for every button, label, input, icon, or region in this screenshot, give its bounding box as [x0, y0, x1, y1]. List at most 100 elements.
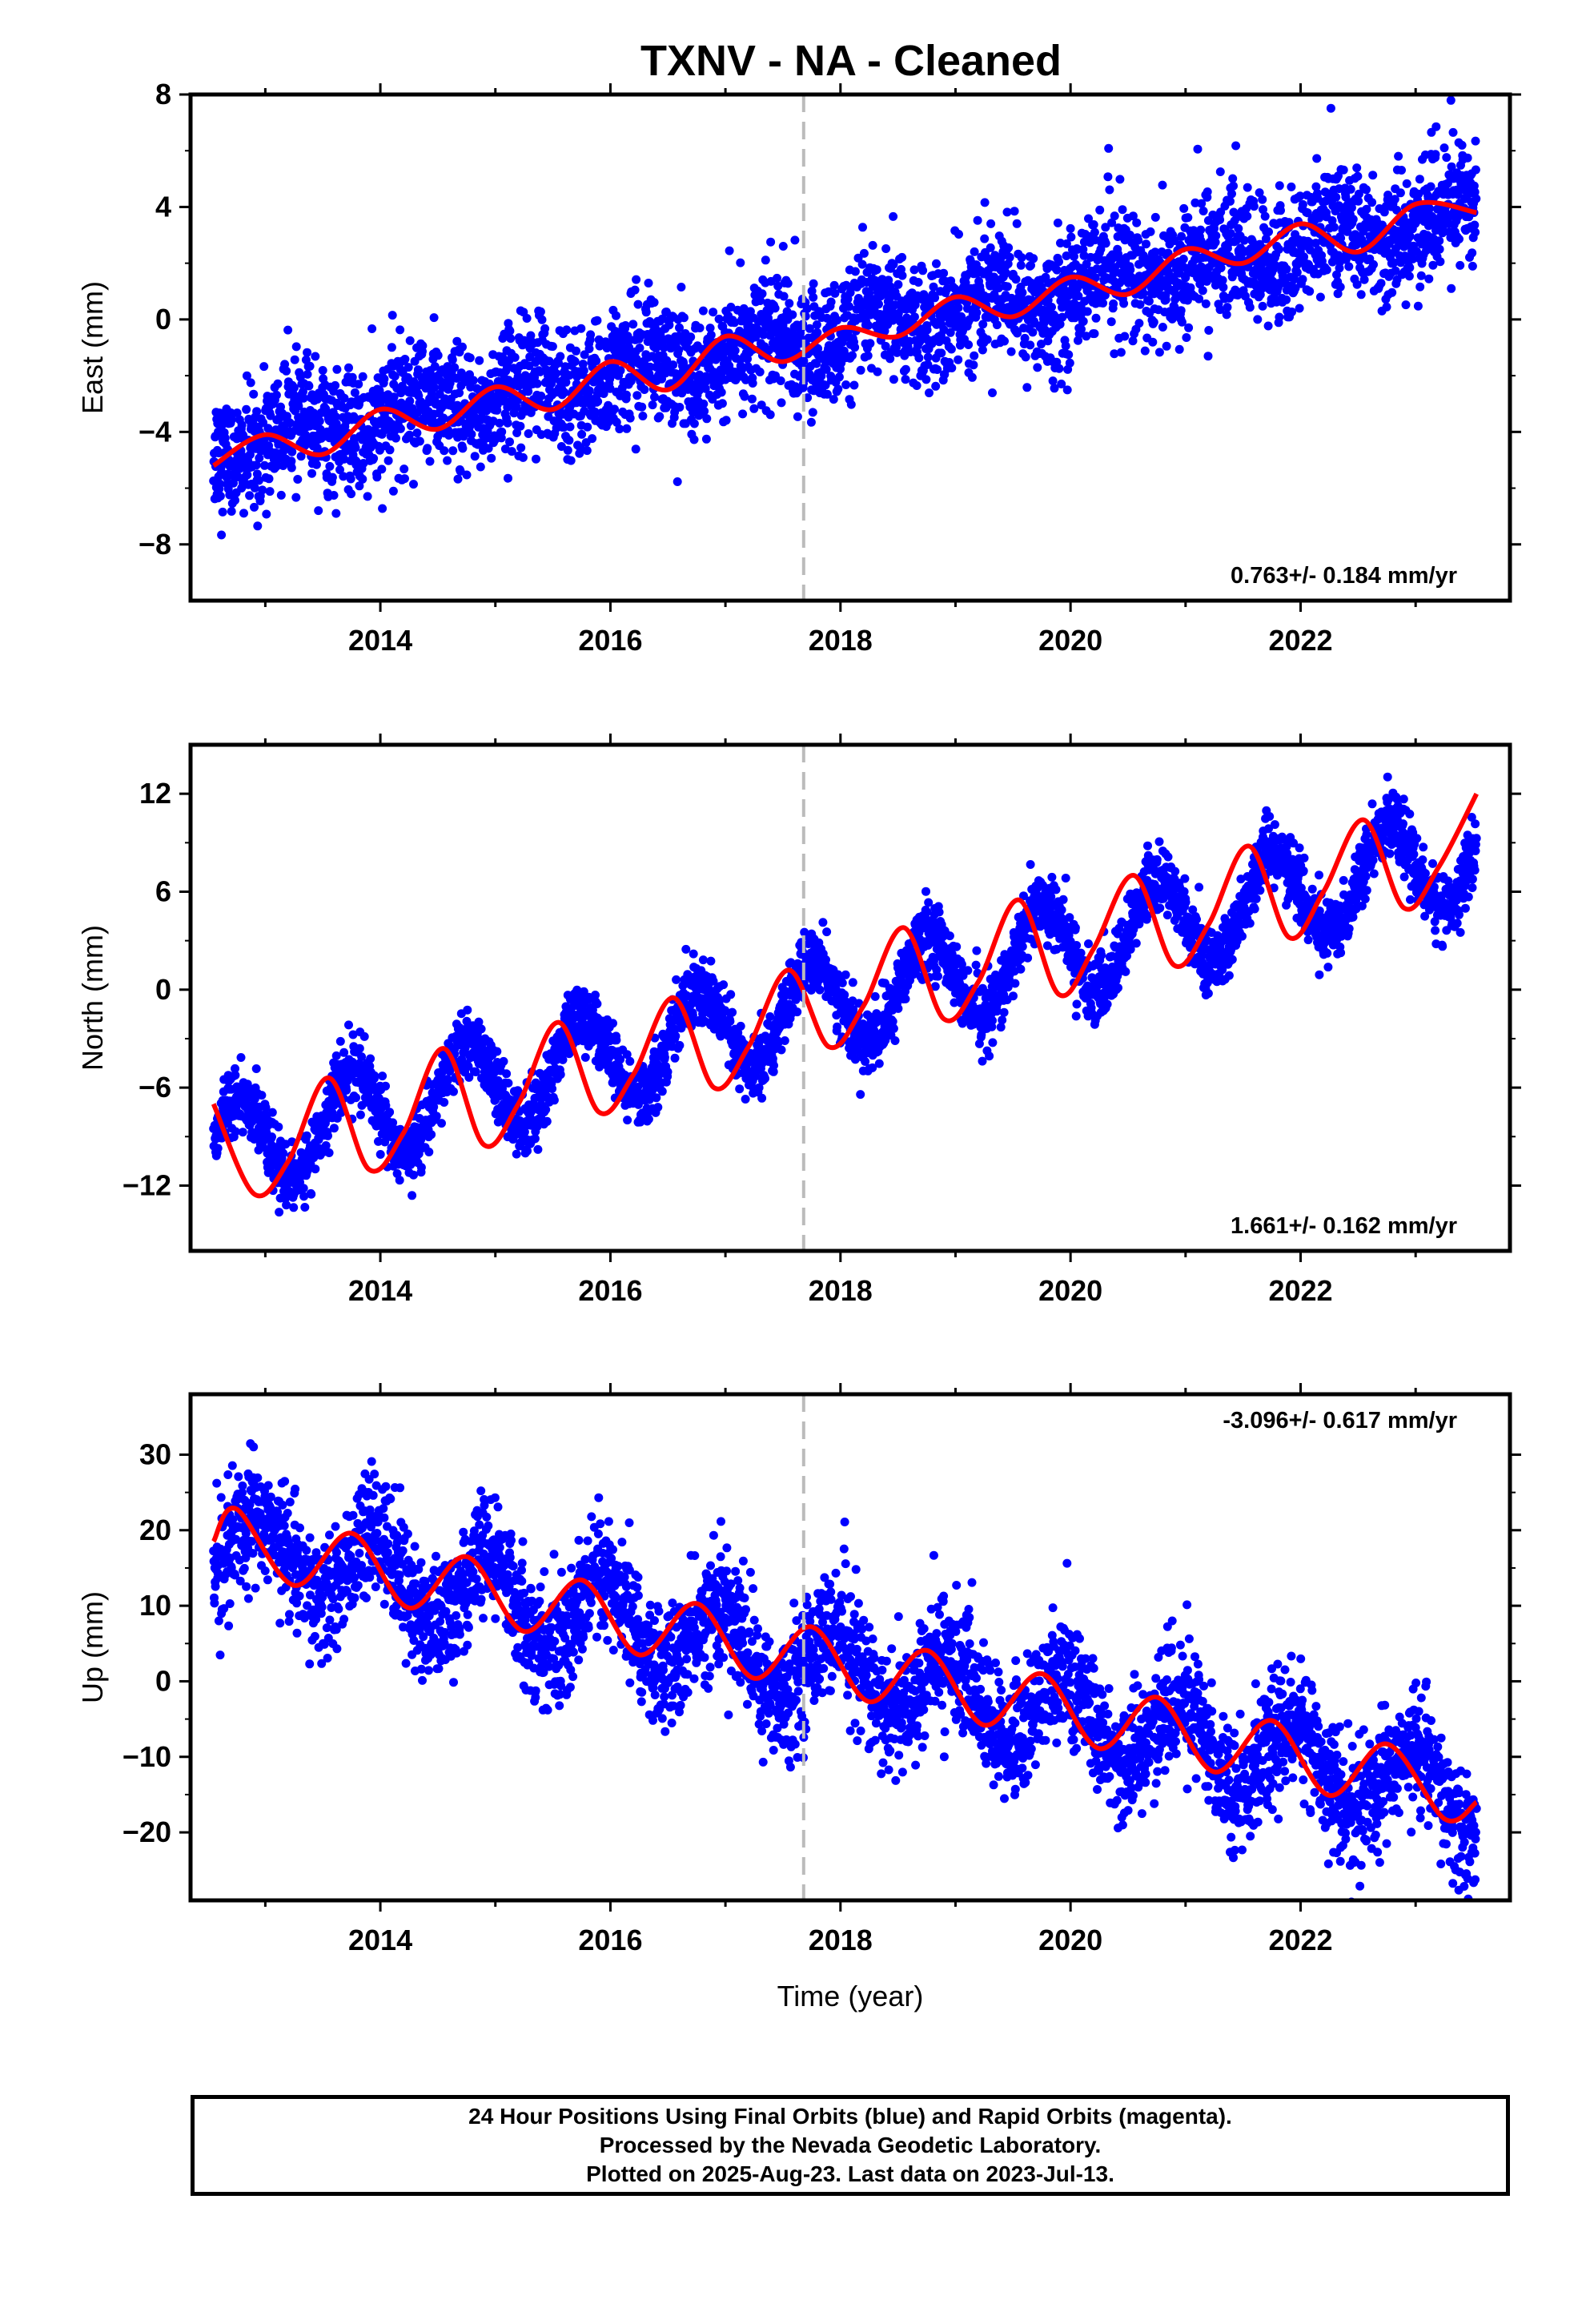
data-point — [686, 332, 696, 342]
data-point — [503, 418, 512, 428]
data-point — [542, 1116, 552, 1126]
data-point — [1119, 299, 1129, 308]
data-point — [1110, 211, 1119, 221]
data-point — [1305, 287, 1315, 296]
data-point — [388, 486, 398, 496]
data-point — [412, 428, 422, 438]
y-tick-label: −8 — [139, 528, 171, 561]
data-point — [650, 392, 659, 402]
data-point — [341, 447, 351, 456]
data-point — [872, 265, 881, 275]
data-point — [355, 1043, 364, 1053]
data-point — [1260, 211, 1270, 221]
data-point — [468, 376, 478, 385]
data-point — [355, 1110, 365, 1120]
data-point — [318, 366, 327, 375]
data-point — [566, 456, 576, 465]
data-point — [255, 453, 264, 463]
data-point — [577, 429, 587, 439]
data-point — [621, 390, 631, 400]
data-point — [314, 506, 323, 516]
data-point — [350, 388, 359, 397]
data-point — [918, 266, 928, 275]
data-point — [638, 412, 648, 420]
data-point — [1231, 141, 1241, 151]
data-point — [1352, 279, 1362, 289]
data-point — [1215, 167, 1225, 176]
data-point — [254, 476, 263, 485]
y-tick-label: 8 — [155, 78, 171, 111]
data-point — [1258, 301, 1267, 311]
data-point — [437, 1119, 446, 1128]
data-point — [616, 366, 625, 376]
data-point — [1158, 180, 1167, 190]
data-point — [576, 443, 585, 452]
data-point — [1295, 304, 1304, 313]
data-point — [633, 300, 643, 309]
data-point — [1468, 261, 1477, 271]
data-point — [922, 325, 932, 335]
data-point — [507, 447, 516, 456]
data-point — [289, 383, 299, 392]
data-point — [881, 244, 891, 253]
data-point — [992, 320, 1002, 330]
data-point — [1048, 376, 1058, 386]
data-point — [232, 408, 242, 418]
data-point — [850, 267, 860, 276]
data-point — [556, 1070, 565, 1080]
data-point — [448, 355, 457, 364]
x-tick-label: 2016 — [578, 624, 642, 657]
data-point — [806, 417, 816, 427]
data-point — [1275, 181, 1284, 191]
data-point — [304, 381, 314, 391]
data-point — [783, 279, 793, 288]
data-point — [1463, 153, 1472, 163]
data-point — [1356, 290, 1366, 300]
y-tick-label: 0 — [155, 303, 171, 336]
data-point — [549, 1096, 559, 1105]
data-point — [785, 299, 794, 308]
data-point — [1312, 154, 1322, 163]
data-point — [1472, 194, 1481, 203]
data-point — [901, 375, 910, 384]
figure-title: TXNV - NA - Cleaned — [640, 37, 1062, 85]
data-point — [370, 1071, 379, 1080]
data-point — [809, 279, 818, 288]
data-point — [1275, 312, 1284, 322]
data-point — [1397, 166, 1406, 175]
data-point — [901, 364, 910, 374]
data-point — [253, 521, 263, 531]
data-point — [1471, 165, 1480, 175]
data-point — [986, 243, 995, 252]
data-point — [217, 530, 227, 540]
data-point — [483, 433, 492, 443]
data-point — [260, 460, 269, 470]
data-point — [1182, 333, 1191, 342]
data-point — [858, 223, 867, 232]
data-point — [339, 454, 349, 464]
data-point — [921, 375, 931, 384]
data-point — [276, 490, 286, 500]
data-point — [405, 336, 415, 345]
data-point — [1150, 212, 1160, 222]
data-point — [400, 474, 409, 484]
data-point — [1331, 192, 1341, 202]
data-point — [874, 300, 883, 309]
data-point — [1253, 315, 1263, 324]
data-point — [770, 304, 780, 313]
data-point — [512, 1149, 521, 1159]
data-point — [970, 247, 979, 256]
data-point — [897, 271, 907, 280]
data-point — [612, 311, 620, 320]
data-point — [1078, 316, 1088, 326]
data-point — [873, 367, 882, 376]
data-point — [1276, 206, 1285, 215]
data-point — [327, 472, 337, 482]
data-point — [939, 268, 949, 278]
data-point — [239, 509, 248, 518]
data-points-east — [209, 95, 1481, 540]
data-point — [265, 487, 275, 497]
data-point — [425, 456, 435, 466]
data-point — [290, 355, 299, 364]
